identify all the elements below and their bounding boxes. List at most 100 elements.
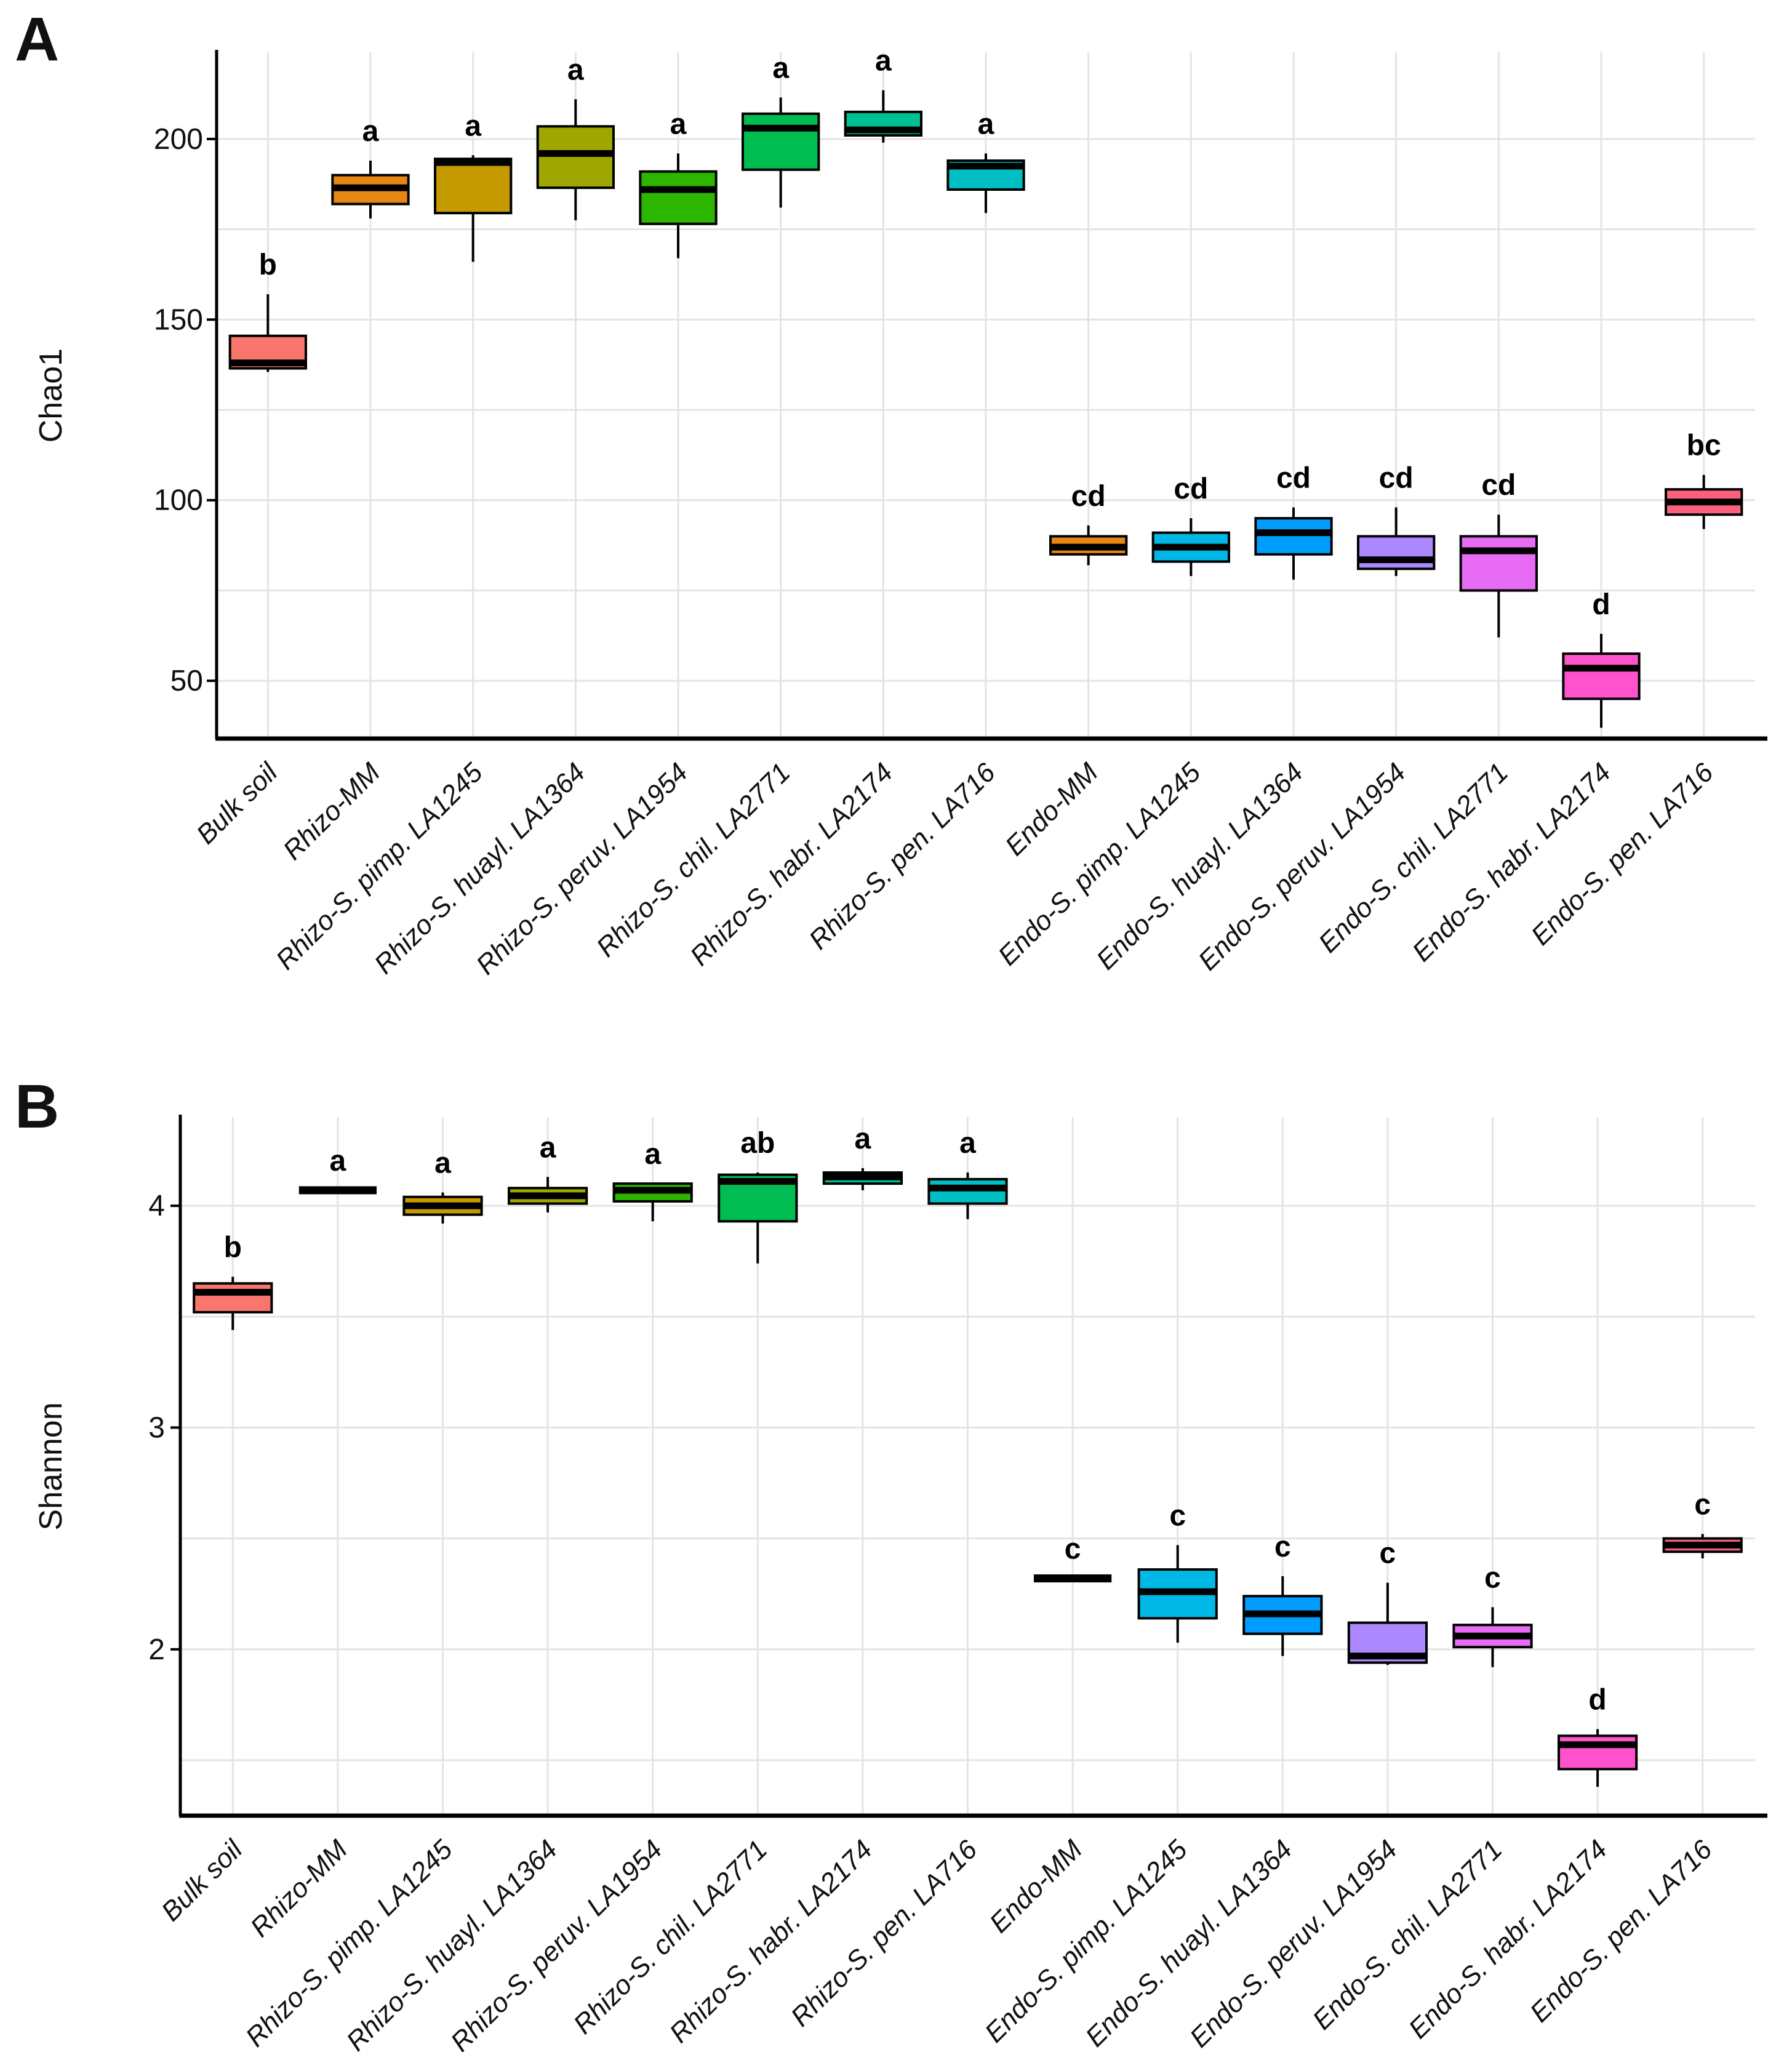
x-category-label: Endo-S. chil. LA2771 xyxy=(1307,1834,1508,2035)
box-rhizo-s-chil-la2771 xyxy=(742,97,820,208)
x-category-label: Rhizo-S. peruv. LA1954 xyxy=(470,757,694,980)
x-category-label: Rhizo-S. chil. LA2771 xyxy=(568,1834,774,2040)
significance-letter: a xyxy=(644,1138,661,1171)
box-endo-s-habr-la2174 xyxy=(1562,633,1641,728)
iqr-box xyxy=(1562,652,1641,700)
box-endo-s-pimp-la1245 xyxy=(1151,518,1230,576)
x-category-label: Endo-S. pen. LA716 xyxy=(1524,1834,1718,2028)
significance-letter: a xyxy=(978,108,994,140)
box-rhizo-s-pimp-la1245 xyxy=(434,155,513,262)
x-category-label: Rhizo-S. pen. LA716 xyxy=(803,757,1001,955)
box-endo-s-pimp-la1245 xyxy=(1137,1545,1218,1643)
gridlines xyxy=(180,1117,1755,1816)
significance-letter: c xyxy=(1274,1531,1291,1563)
x-category-label: Rhizo-MM xyxy=(278,757,386,866)
axes: 50 100 150 200 xyxy=(154,50,1767,741)
box-bulk-soil xyxy=(193,1276,273,1330)
significance-letter: c xyxy=(1380,1537,1396,1570)
y-tick-label: 200 xyxy=(154,123,203,156)
axes: 2 3 4 xyxy=(148,1115,1767,1818)
significance-letter: c xyxy=(1065,1533,1081,1565)
box-bulk-soil xyxy=(228,294,307,372)
significance-letter: a xyxy=(540,1131,556,1164)
significance-letter: bc xyxy=(1687,430,1721,462)
y-tick-label: 4 xyxy=(148,1190,165,1222)
iqr-box xyxy=(1557,1734,1638,1771)
box-endo-s-peruv-la1954 xyxy=(1357,507,1436,576)
significance-letter: c xyxy=(1484,1561,1501,1594)
x-category-label: Endo-S. pen. LA716 xyxy=(1526,757,1719,951)
y-tick-label: 50 xyxy=(170,665,203,697)
significance-letter: b xyxy=(224,1231,242,1264)
x-category-label: Rhizo-MM xyxy=(245,1834,354,1943)
significance-letter: cd xyxy=(1276,462,1311,494)
significance-letter: a xyxy=(465,110,481,142)
significance-letter: a xyxy=(670,108,687,140)
x-category-label: Rhizo-S. chil. LA2771 xyxy=(591,757,796,963)
box-rhizo-s-habr-la2174 xyxy=(822,1168,903,1190)
box-endo-s-chil-la2771 xyxy=(1459,515,1538,638)
significance-letter: d xyxy=(1588,1683,1606,1716)
box-endo-s-peruv-la1954 xyxy=(1347,1582,1428,1665)
box-endo-s-pen-la716 xyxy=(1662,1534,1743,1559)
significance-letter: a xyxy=(330,1145,346,1177)
box-rhizo-mm xyxy=(331,161,410,218)
panel-b-letter: B xyxy=(15,1072,60,1141)
box-rhizo-s-chil-la2771 xyxy=(718,1172,798,1264)
x-category-label: Endo-MM xyxy=(999,757,1104,862)
significance-letter: a xyxy=(875,45,892,78)
x-category-label: Endo-S. habr. LA2174 xyxy=(1407,757,1617,967)
significance-letter: cd xyxy=(1174,473,1208,505)
x-category-label: Endo-S. habr. LA2174 xyxy=(1403,1834,1613,2044)
significance-letter: d xyxy=(1592,588,1610,621)
x-category-label: Endo-S. peruv. LA1954 xyxy=(1193,757,1412,976)
x-category-label: Bulk soil xyxy=(156,1834,249,1927)
significance-letter: c xyxy=(1169,1499,1186,1532)
box-endo-s-huayl-la1364 xyxy=(1242,1576,1323,1656)
box-rhizo-s-peruv-la1954 xyxy=(612,1182,693,1222)
box-endo-mm xyxy=(1049,525,1128,566)
box-endo-s-huayl-la1364 xyxy=(1254,507,1333,580)
iqr-box xyxy=(434,158,513,215)
significance-letter: cd xyxy=(1481,469,1516,502)
significance-letter: b xyxy=(259,249,277,281)
x-category-label: Endo-S. huayl. LA1364 xyxy=(1090,757,1309,976)
x-category-label: Rhizo-S. pimp. LA1245 xyxy=(270,757,489,976)
iqr-box xyxy=(742,112,820,171)
box-endo-s-chil-la2771 xyxy=(1452,1607,1533,1667)
x-category-label: Endo-MM xyxy=(984,1834,1089,1939)
y-axis-title: Shannon xyxy=(33,1402,69,1530)
iqr-box xyxy=(536,125,615,190)
box-rhizo-s-huayl-la1364 xyxy=(536,99,615,220)
box-endo-s-habr-la2174 xyxy=(1557,1729,1638,1787)
significance-letter: c xyxy=(1694,1488,1711,1521)
box-rhizo-s-pimp-la1245 xyxy=(402,1192,483,1224)
y-tick-label: 3 xyxy=(148,1411,165,1444)
x-category-label: Endo-S. peruv. LA1954 xyxy=(1184,1834,1403,2052)
significance-letter: a xyxy=(772,52,789,84)
x-category-label: Rhizo-S. huayl. LA1364 xyxy=(369,757,591,980)
y-axis-title: Chao1 xyxy=(33,348,69,443)
significance-letter: a xyxy=(362,115,379,148)
x-category-label: Rhizo-S. pen. LA716 xyxy=(785,1834,983,2032)
x-category-label: Endo-S. chil. LA2771 xyxy=(1313,757,1514,958)
x-category-label: Rhizo-S. peruv. LA1954 xyxy=(445,1834,668,2052)
significance-letter: cd xyxy=(1071,480,1106,513)
x-category-label: Rhizo-S. pimp. LA1245 xyxy=(240,1834,458,2052)
x-category-label: Endo-S. huayl. LA1364 xyxy=(1080,1834,1298,2052)
x-category-label: Rhizo-S. habr. LA2174 xyxy=(664,1834,878,2048)
y-tick-label: 150 xyxy=(154,303,203,336)
significance-letter: a xyxy=(855,1123,871,1155)
iqr-box xyxy=(1459,535,1538,592)
significance-letter: a xyxy=(567,54,584,86)
iqr-box xyxy=(1254,517,1333,556)
significance-letter: a xyxy=(434,1147,451,1180)
iqr-box xyxy=(193,1282,273,1314)
box-endo-s-pen-la716 xyxy=(1665,475,1743,529)
x-category-label: Endo-S. pimp. LA1245 xyxy=(979,1834,1193,2048)
box-rhizo-s-pen-la716 xyxy=(946,153,1025,214)
significance-letter: cd xyxy=(1379,462,1414,494)
x-category-label: Rhizo-S. habr. LA2174 xyxy=(684,757,898,971)
x-category-label: Rhizo-S. huayl. LA1364 xyxy=(341,1834,564,2052)
